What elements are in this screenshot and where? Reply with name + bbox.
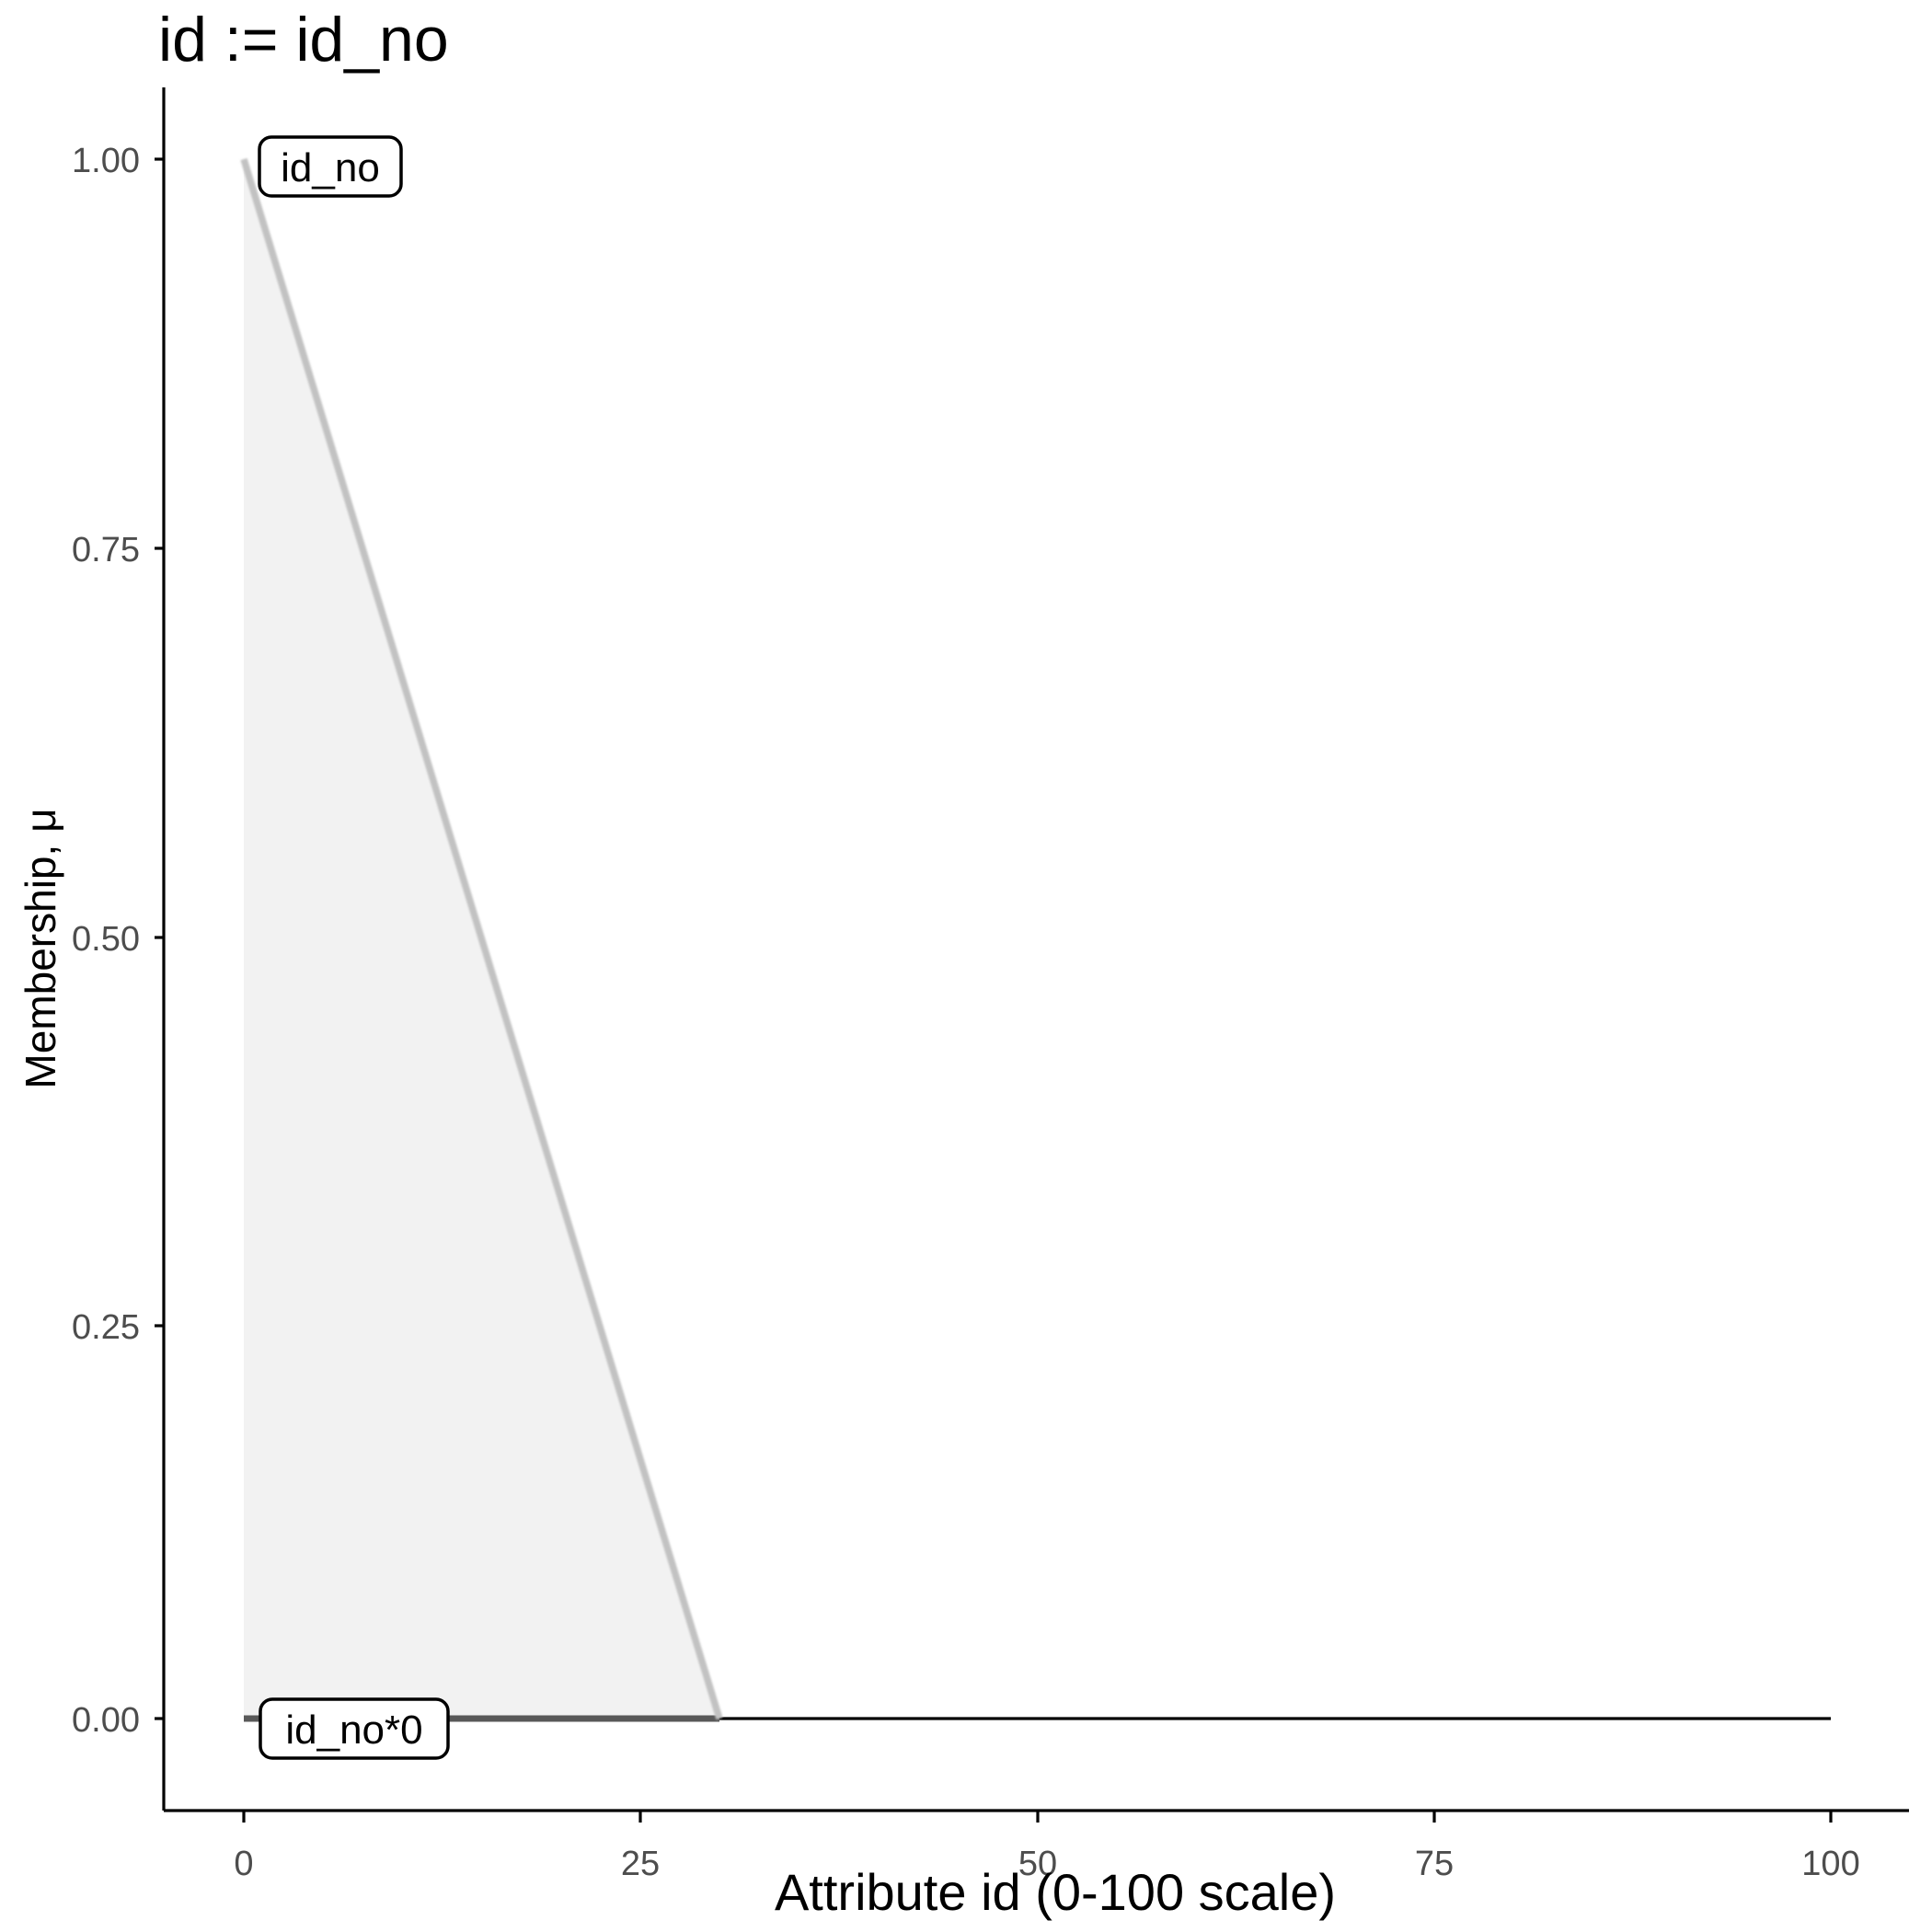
svg-text:25: 25 bbox=[621, 1845, 660, 1883]
svg-text:0: 0 bbox=[234, 1845, 253, 1883]
svg-text:100: 100 bbox=[1801, 1845, 1859, 1883]
svg-text:0.75: 0.75 bbox=[72, 531, 140, 569]
svg-text:Membership, μ: Membership, μ bbox=[17, 808, 64, 1088]
svg-text:0.00: 0.00 bbox=[72, 1701, 140, 1740]
svg-text:0.25: 0.25 bbox=[72, 1308, 140, 1347]
svg-text:75: 75 bbox=[1415, 1845, 1454, 1883]
svg-text:id := id_no: id := id_no bbox=[158, 5, 449, 75]
svg-text:Attribute id (0-100 scale): Attribute id (0-100 scale) bbox=[775, 1863, 1336, 1921]
svg-text:id_no*0: id_no*0 bbox=[285, 1708, 422, 1753]
svg-text:id_no: id_no bbox=[281, 145, 380, 190]
svg-text:0.50: 0.50 bbox=[72, 920, 140, 959]
svg-text:1.00: 1.00 bbox=[72, 142, 140, 180]
